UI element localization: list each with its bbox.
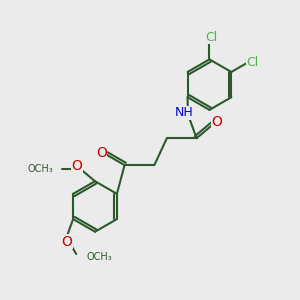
Text: O: O xyxy=(96,146,107,160)
Text: OCH₃: OCH₃ xyxy=(28,164,53,174)
Text: O: O xyxy=(61,235,72,249)
Text: Cl: Cl xyxy=(205,31,217,44)
Text: O: O xyxy=(71,159,82,173)
Text: O: O xyxy=(212,115,222,129)
Text: OCH₃: OCH₃ xyxy=(87,252,112,262)
Text: NH: NH xyxy=(175,106,194,119)
Text: Cl: Cl xyxy=(246,56,259,69)
